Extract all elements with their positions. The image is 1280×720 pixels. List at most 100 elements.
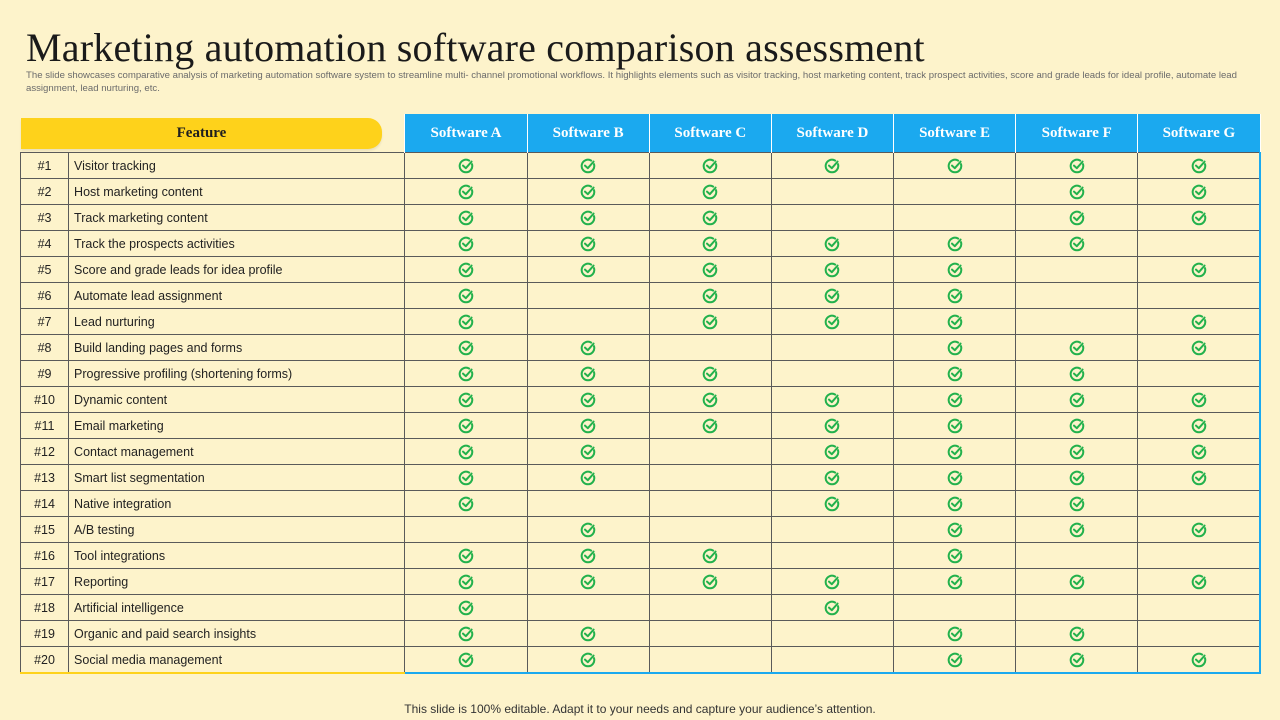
slide-title: Marketing automation software comparison…	[26, 25, 925, 70]
software-b-cell	[526, 282, 650, 309]
software-c-cell	[648, 568, 772, 595]
check-circle-icon	[580, 366, 596, 381]
software-b-cell	[526, 334, 650, 361]
software-d-cell	[770, 516, 895, 543]
software-c-cell	[648, 204, 772, 231]
software-g-cell	[1137, 438, 1262, 465]
software-g-cell	[1137, 568, 1262, 595]
row-number: #19	[19, 620, 70, 647]
check-circle-icon	[825, 444, 840, 459]
software-c-cell	[648, 542, 772, 569]
software-g-cell	[1137, 360, 1262, 387]
check-circle-icon	[580, 158, 596, 173]
software-b-cell	[526, 646, 650, 674]
software-e-cell	[893, 204, 1017, 231]
row-number: #10	[19, 386, 70, 413]
check-circle-icon	[580, 262, 596, 277]
check-circle-icon	[703, 184, 718, 199]
slide-subtitle: The slide showcases comparative analysis…	[26, 70, 1237, 94]
check-circle-icon	[580, 184, 596, 199]
table-body: #1 Visitor tracking #2 Host marketing conte…	[19, 152, 1262, 674]
software-d-cell	[770, 568, 895, 595]
software-b-cell	[526, 490, 650, 517]
software-f-cell	[1015, 464, 1139, 491]
check-circle-icon	[703, 418, 718, 433]
software-f-cell	[1015, 516, 1139, 543]
table-row: #7 Lead nurturing	[19, 308, 1262, 335]
software-c-cell	[648, 490, 772, 517]
check-circle-icon	[1191, 418, 1206, 433]
feature-name: A/B testing	[68, 516, 406, 543]
software-a-cell	[404, 464, 528, 491]
check-circle-icon	[458, 600, 474, 615]
feature-name: Build landing pages and forms	[68, 334, 406, 361]
software-g-header: Software G	[1137, 114, 1261, 153]
software-e-cell	[893, 568, 1017, 595]
software-g-cell	[1137, 412, 1262, 439]
check-circle-icon	[1191, 444, 1206, 459]
check-circle-icon	[947, 444, 962, 459]
feature-name: Lead nurturing	[68, 308, 406, 335]
feature-name: Automate lead assignment	[68, 282, 406, 309]
software-b-cell	[526, 516, 650, 543]
software-d-cell	[770, 308, 895, 335]
feature-name: Organic and paid search insights	[68, 620, 406, 647]
table-row: #15 A/B testing	[19, 516, 1262, 543]
check-circle-icon	[580, 418, 596, 433]
software-a-cell	[404, 568, 528, 595]
software-d-cell	[770, 594, 895, 621]
software-a-cell	[404, 386, 528, 413]
software-g-cell	[1137, 230, 1262, 257]
software-a-cell	[404, 438, 528, 465]
check-circle-icon	[458, 652, 474, 667]
software-e-cell	[893, 620, 1017, 647]
comparison-table: Feature Software A Software B Software C…	[19, 114, 1262, 674]
check-circle-icon	[825, 314, 840, 329]
check-circle-icon	[580, 340, 596, 355]
software-b-cell	[526, 438, 650, 465]
software-e-cell	[893, 490, 1017, 517]
software-e-cell	[893, 360, 1017, 387]
check-circle-icon	[947, 366, 962, 381]
check-circle-icon	[947, 236, 962, 251]
table-row: #1 Visitor tracking	[19, 152, 1262, 179]
software-e-cell	[893, 282, 1017, 309]
software-f-cell	[1015, 308, 1139, 335]
check-circle-icon	[458, 288, 474, 303]
check-circle-icon	[1191, 522, 1206, 537]
software-e-cell	[893, 464, 1017, 491]
software-c-cell	[648, 256, 772, 283]
software-c-cell	[648, 178, 772, 205]
check-circle-icon	[580, 210, 596, 225]
software-a-cell	[404, 204, 528, 231]
software-b-cell	[526, 542, 650, 569]
check-circle-icon	[580, 236, 596, 251]
check-circle-icon	[947, 418, 962, 433]
software-e-cell	[893, 230, 1017, 257]
check-circle-icon	[580, 522, 596, 537]
software-g-cell	[1137, 490, 1262, 517]
software-c-cell	[648, 438, 772, 465]
check-circle-icon	[458, 444, 474, 459]
check-circle-icon	[1069, 652, 1084, 667]
check-circle-icon	[580, 574, 596, 589]
software-f-cell	[1015, 178, 1139, 205]
software-b-cell	[526, 308, 650, 335]
software-a-cell	[404, 308, 528, 335]
check-circle-icon	[947, 314, 962, 329]
software-a-cell	[404, 542, 528, 569]
feature-name: Tool integrations	[68, 542, 406, 569]
check-circle-icon	[825, 470, 840, 485]
check-circle-icon	[458, 262, 474, 277]
software-c-cell	[648, 412, 772, 439]
check-circle-icon	[947, 522, 962, 537]
software-f-cell	[1015, 386, 1139, 413]
software-d-header: Software D	[770, 114, 895, 153]
software-e-cell	[893, 308, 1017, 335]
software-d-cell	[770, 230, 895, 257]
feature-name: Social media management	[68, 646, 406, 674]
software-c-cell	[648, 334, 772, 361]
check-circle-icon	[703, 158, 718, 173]
check-circle-icon	[1069, 496, 1084, 511]
software-e-cell	[893, 594, 1017, 621]
